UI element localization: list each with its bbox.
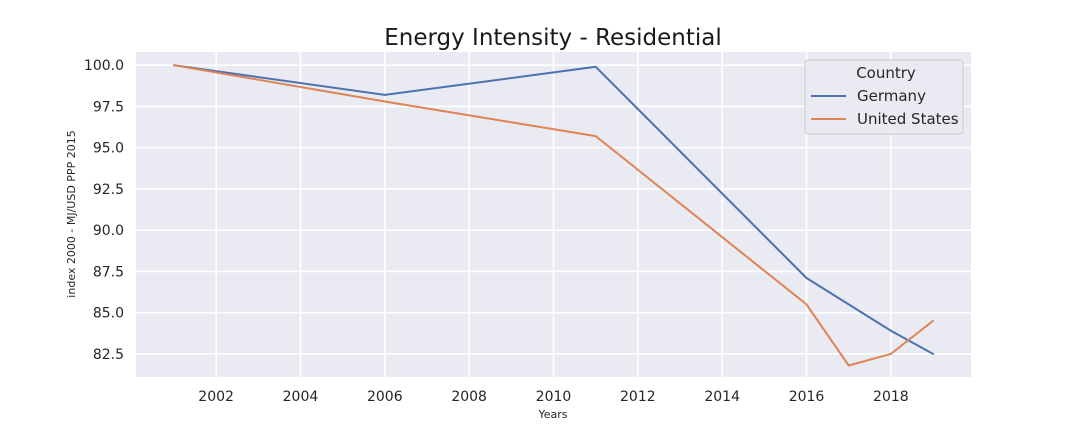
x-tick-label-2004: 2004	[283, 389, 319, 405]
x-tick-label-2006: 2006	[367, 389, 403, 405]
y-tick-label-1: 85.0	[93, 306, 124, 322]
x-tick-label-2018: 2018	[873, 389, 909, 405]
legend-title: Country	[856, 64, 916, 82]
y-tick-label-7: 100.0	[84, 58, 124, 74]
series-line-germany	[173, 64, 934, 355]
y-tick-label-3: 90.0	[93, 223, 124, 239]
y-tick-labels: 82.5 85.0 87.5 90.0 92.5 95.0 97.5 100.0	[84, 58, 124, 363]
y-tick-label-6: 97.5	[93, 99, 124, 115]
legend-box	[804, 59, 964, 135]
legend-label-germany: Germany	[857, 87, 926, 105]
y-tick-label-4: 92.5	[93, 182, 124, 198]
x-tick-labels: 2002 2004 2006 2008 2010 2012 2014 2016 2018	[198, 389, 908, 405]
y-tick-label-2: 87.5	[93, 264, 124, 280]
y-tick-label-0: 82.5	[93, 347, 124, 363]
y-axis-label: index 2000 - MJ/USD PPP 2015	[65, 130, 78, 297]
legend: Country Germany United States	[804, 59, 964, 135]
x-tick-label-2010: 2010	[536, 389, 572, 405]
x-tick-label-2012: 2012	[620, 389, 656, 405]
series-line-united-states	[173, 64, 934, 367]
chart-title: Energy Intensity - Residential	[384, 25, 722, 51]
y-tick-label-5: 95.0	[93, 141, 124, 157]
x-tick-label-2014: 2014	[704, 389, 740, 405]
x-tick-label-2002: 2002	[198, 389, 234, 405]
series-lines	[173, 64, 934, 367]
x-axis-label: Years	[537, 408, 567, 421]
legend-label-united-states: United States	[857, 110, 959, 128]
x-tick-label-2008: 2008	[451, 389, 487, 405]
x-tick-label-2016: 2016	[789, 389, 825, 405]
